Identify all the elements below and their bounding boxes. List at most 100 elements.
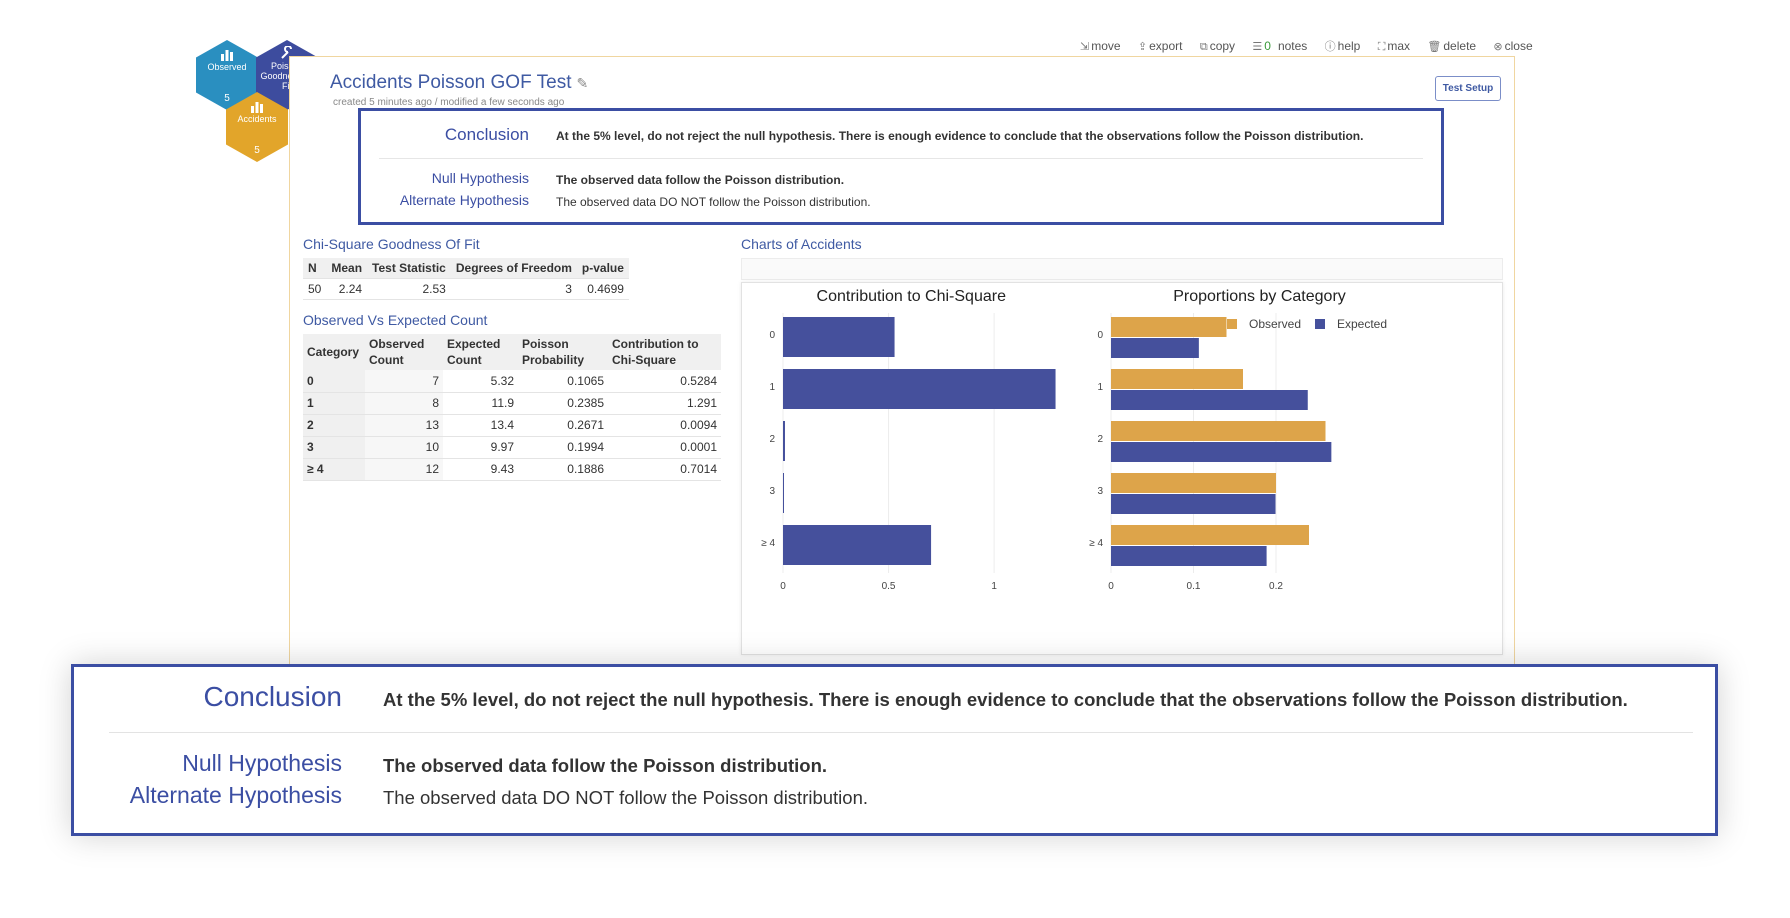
move-icon: ⇲ bbox=[1080, 41, 1090, 53]
col-header: Category bbox=[303, 334, 365, 370]
charts-container: 0 0.5 1 0 1 2 3 ≥ 4 Contribution to Chi-Square 0 0… bbox=[741, 282, 1503, 655]
divider bbox=[379, 158, 1423, 159]
x-tick-label: 1 bbox=[991, 581, 997, 592]
col-header: Degrees of Freedom bbox=[450, 258, 577, 279]
bar-expected bbox=[1111, 546, 1267, 566]
x-tick-label: 0 bbox=[780, 581, 786, 592]
toolbar: ⇲ move ⇪ export ⧉ copy ☰ 0 notes ⓘ help ⛶ max 🗑… bbox=[1080, 38, 1547, 54]
null-hypothesis-label: Null Hypothesis bbox=[182, 750, 342, 776]
export-button[interactable]: ⇪ export bbox=[1137, 39, 1183, 53]
move-button[interactable]: ⇲ move bbox=[1080, 39, 1121, 53]
col-header: Contribution to Chi-Square bbox=[608, 334, 721, 370]
y-tick-label: 1 bbox=[1097, 382, 1103, 393]
cell: 0.4699 bbox=[576, 278, 629, 300]
legend-swatch bbox=[1227, 319, 1237, 329]
col-header: Mean bbox=[326, 258, 368, 279]
bar-observed bbox=[1111, 473, 1276, 493]
table-row: 50 2.24 2.53 3 0.4699 bbox=[303, 278, 629, 300]
bar-observed bbox=[1111, 317, 1227, 337]
bar-expected bbox=[1111, 338, 1199, 358]
conclusion-box: Conclusion At the 5% level, do not rejec… bbox=[358, 108, 1444, 225]
copy-icon: ⧉ bbox=[1199, 41, 1208, 53]
bar-chart-icon bbox=[251, 102, 263, 113]
table-header-row: Category Observed Count Expected Count P… bbox=[303, 334, 721, 370]
conclusion-label: Conclusion bbox=[444, 125, 529, 144]
bar bbox=[783, 421, 785, 461]
ove-title: Observed Vs Expected Count bbox=[303, 312, 488, 328]
y-tick-label: ≥ 4 bbox=[761, 538, 775, 549]
alternate-hypothesis-text: The observed data DO NOT follow the Pois… bbox=[383, 787, 869, 808]
conclusion-label: Conclusion bbox=[203, 681, 342, 712]
alternate-hypothesis-label: Alternate Hypothesis bbox=[399, 192, 529, 208]
x-tick-label: 0.1 bbox=[1187, 581, 1201, 592]
badge-count: 5 bbox=[224, 93, 230, 104]
y-tick-label: 3 bbox=[1097, 486, 1103, 497]
page-subtitle: created 5 minutes ago / modified a few s… bbox=[333, 97, 565, 108]
legend-label: Expected bbox=[1337, 317, 1387, 331]
divider bbox=[109, 732, 1693, 733]
charts-svg: 0 0.5 1 0 1 2 3 ≥ 4 Contribution to Chi-Square 0 0… bbox=[761, 288, 1387, 592]
ove-table: Category Observed Count Expected Count P… bbox=[303, 334, 721, 481]
max-button[interactable]: ⛶ max bbox=[1377, 39, 1411, 53]
null-hypothesis-label: Null Hypothesis bbox=[431, 170, 529, 186]
x-tick-label: 0.2 bbox=[1269, 581, 1283, 592]
x-tick-label: 0.5 bbox=[882, 581, 896, 592]
pencil-icon[interactable]: ✎ bbox=[576, 75, 589, 91]
y-tick-label: 2 bbox=[1097, 434, 1103, 445]
badge-count: 5 bbox=[254, 145, 260, 156]
badge-label: Poisson Goodness Of Fit bbox=[260, 61, 314, 91]
table-header-row: N Mean Test Statistic Degrees of Freedom… bbox=[303, 258, 629, 279]
wrench-icon bbox=[281, 46, 292, 59]
bar-expected bbox=[1111, 442, 1332, 462]
test-setup-button[interactable]: Test Setup bbox=[1435, 76, 1501, 101]
chart-title: Proportions by Category bbox=[1173, 288, 1346, 305]
y-tick-label: 0 bbox=[1097, 330, 1103, 341]
badge-label: Observed bbox=[207, 62, 247, 72]
bar bbox=[783, 369, 1056, 409]
y-tick-label: 2 bbox=[769, 434, 775, 445]
table-row: ≥ 4 12 9.43 0.1886 0.7014 bbox=[303, 458, 721, 481]
bar-observed bbox=[1111, 525, 1309, 545]
copy-button[interactable]: ⧉ copy bbox=[1199, 39, 1236, 53]
help-icon: ⓘ bbox=[1324, 41, 1336, 53]
y-tick-label: 1 bbox=[769, 382, 775, 393]
close-button[interactable]: ⊗ close bbox=[1493, 39, 1533, 53]
trash-icon: 🗑 bbox=[1427, 41, 1442, 53]
maximize-icon: ⛶ bbox=[1377, 41, 1386, 53]
bar bbox=[783, 317, 895, 357]
table-row: 1 8 11.9 0.2385 1.291 bbox=[303, 392, 721, 415]
page-title[interactable]: Accidents Poisson GOF Test ✎ bbox=[330, 72, 589, 93]
bar-chart-icon bbox=[221, 50, 233, 61]
col-header: Poisson Probability bbox=[518, 334, 608, 370]
y-tick-label: 0 bbox=[769, 330, 775, 341]
bar-observed bbox=[1111, 421, 1326, 441]
notes-count: 0 bbox=[1264, 39, 1271, 53]
legend-label: Observed bbox=[1249, 317, 1301, 331]
table-row: 3 10 9.97 0.1994 0.0001 bbox=[303, 436, 721, 459]
help-button[interactable]: ⓘ help bbox=[1324, 39, 1361, 53]
table-row: 2 13 13.4 0.2671 0.0094 bbox=[303, 414, 721, 437]
null-hypothesis-text: The observed data follow the Poisson dis… bbox=[383, 755, 828, 776]
delete-button[interactable]: 🗑 delete bbox=[1427, 39, 1477, 53]
y-tick-label: 3 bbox=[769, 486, 775, 497]
x-tick-label: 0 bbox=[1108, 581, 1114, 592]
table-row: 0 7 5.32 0.1065 0.5284 bbox=[303, 370, 721, 393]
chart-title: Contribution to Chi-Square bbox=[817, 288, 1007, 305]
bar bbox=[783, 473, 784, 513]
null-hypothesis-text: The observed data follow the Poisson dis… bbox=[556, 173, 845, 187]
conclusion-text: At the 5% level, do not reject the null … bbox=[383, 689, 1628, 710]
accidents-badge[interactable]: Accidents 5 bbox=[226, 92, 288, 162]
chart-toolbar-strip bbox=[741, 258, 1503, 280]
y-tick-label: ≥ 4 bbox=[1089, 538, 1103, 549]
col-header: Expected Count bbox=[443, 334, 518, 370]
legend-swatch bbox=[1315, 319, 1325, 329]
notes-button[interactable]: ☰ 0 notes bbox=[1252, 39, 1308, 53]
bar-observed bbox=[1111, 369, 1243, 389]
cell: 2.24 bbox=[326, 278, 368, 300]
list-icon: ☰ bbox=[1252, 41, 1263, 53]
bar-expected bbox=[1111, 494, 1276, 514]
bar bbox=[783, 525, 932, 565]
col-header: Test Statistic bbox=[367, 258, 451, 279]
col-header: Observed Count bbox=[365, 334, 443, 370]
charts-title: Charts of Accidents bbox=[741, 236, 862, 252]
